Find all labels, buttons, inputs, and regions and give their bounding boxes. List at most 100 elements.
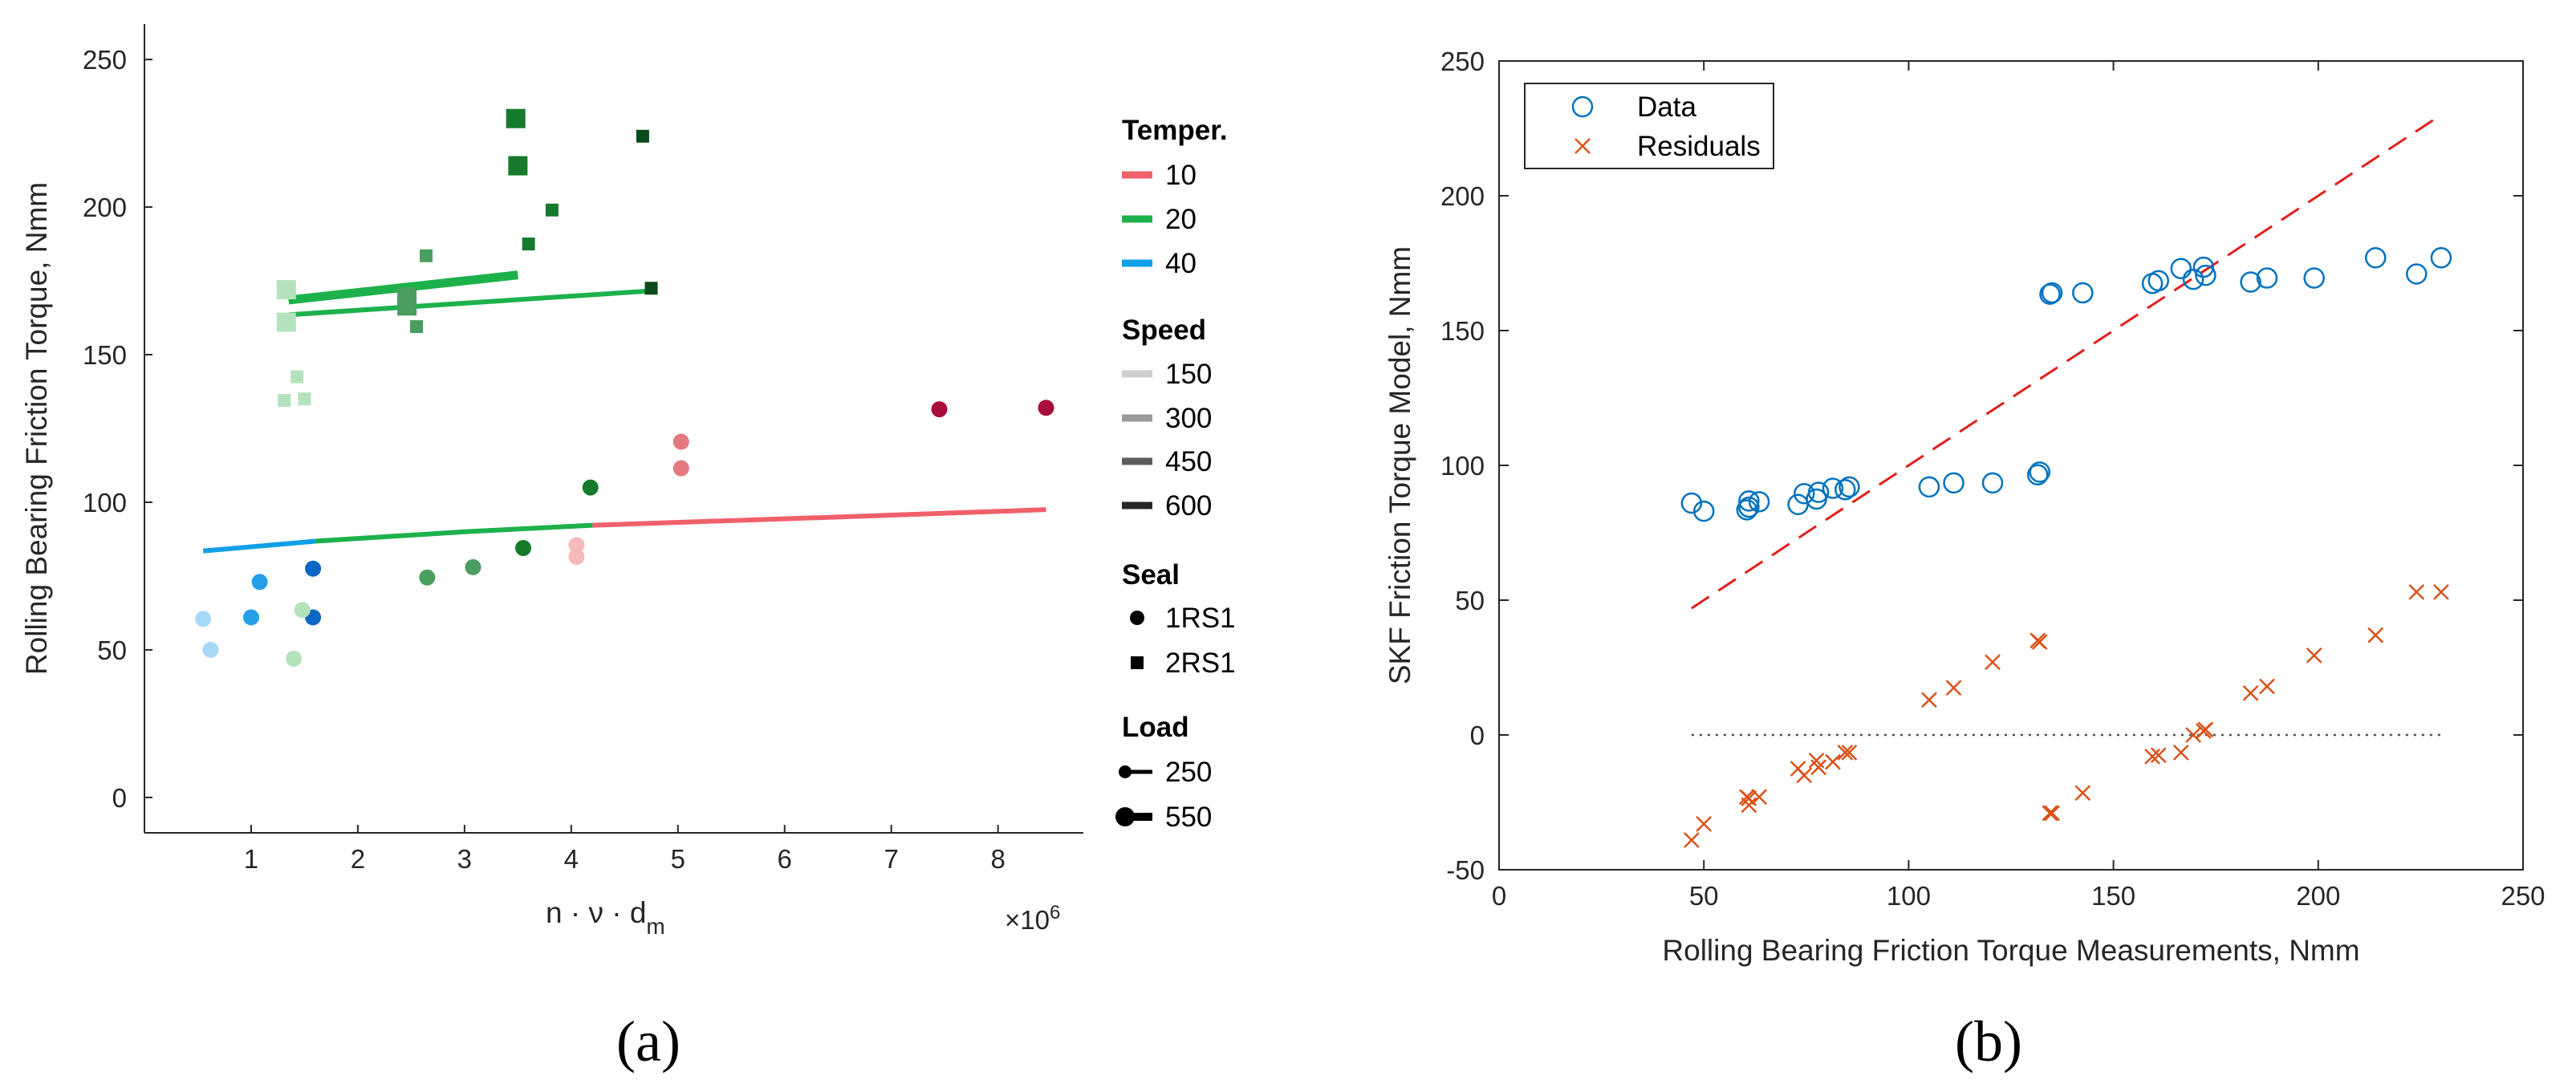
chart-a-y-tick-label: 0 bbox=[112, 783, 127, 813]
chart-b-residual-stroke bbox=[2044, 805, 2060, 822]
chart-a-point-2rs1 bbox=[636, 129, 649, 143]
chart-a-point-1rs1 bbox=[568, 537, 585, 554]
chart-b-residual-stroke bbox=[2197, 721, 2214, 738]
chart-b-y-tick-label: 100 bbox=[1440, 451, 1485, 481]
chart-b-y-tick-label: 50 bbox=[1455, 586, 1485, 615]
chart-a-point-1rs1 bbox=[286, 650, 303, 667]
legend-speed-title: Speed bbox=[1122, 315, 1206, 346]
legend-temperature-title: Temper. bbox=[1122, 115, 1228, 146]
chart-b-residual-stroke bbox=[1741, 797, 1757, 814]
legend-residuals-x-stroke bbox=[1574, 138, 1591, 154]
chart-b-axes-box bbox=[1498, 60, 2524, 871]
chart-b-residual-stroke bbox=[2074, 785, 2091, 802]
chart-a-trend-line bbox=[315, 522, 593, 544]
chart-b-residual-point bbox=[2306, 647, 2322, 664]
chart-b-residual-stroke bbox=[2306, 647, 2322, 664]
chart-b-data-point bbox=[2147, 270, 2169, 292]
chart-b-data-point bbox=[2430, 247, 2452, 269]
chart-a-x-tick-label: 4 bbox=[564, 844, 579, 874]
chart-b-x-tick-label: 50 bbox=[1689, 881, 1719, 911]
legend-temperature-item: 40 bbox=[1122, 248, 1197, 279]
chart-b-residual-stroke bbox=[1751, 789, 1767, 806]
chart-a-xlabel-main: n · ν · d bbox=[546, 896, 646, 929]
chart-a-point-2rs1 bbox=[522, 237, 535, 251]
chart-b-data-point bbox=[2029, 461, 2050, 483]
chart-b-residual-point bbox=[2031, 634, 2048, 650]
chart-a-point-1rs1 bbox=[419, 569, 436, 586]
chart-a-point-2rs1 bbox=[298, 392, 311, 406]
chart-b-x-tick-label: 250 bbox=[2501, 881, 2545, 911]
chart-b-residual-stroke bbox=[2144, 748, 2160, 765]
legend-seal-circle-marker bbox=[1130, 611, 1144, 625]
chart-a-point-2rs1 bbox=[397, 296, 417, 316]
chart-b-x-tick-label: 150 bbox=[2091, 881, 2135, 911]
chart-a-x-tick-label: 1 bbox=[244, 844, 258, 874]
chart-b-residual-point bbox=[2408, 584, 2425, 600]
chart-b-data-point bbox=[2039, 283, 2061, 305]
chart-b-residual-point bbox=[1741, 797, 1757, 814]
chart-b-data-point bbox=[1834, 478, 1856, 501]
chart-b-data-point bbox=[2303, 267, 2325, 289]
chart-b-data-point bbox=[1736, 499, 1758, 521]
chart-b-residual-point bbox=[2172, 744, 2189, 761]
chart-a-y-tick-label: 200 bbox=[83, 193, 127, 222]
chart-a-point-2rs1 bbox=[545, 203, 559, 217]
chart-b-residual-point bbox=[2044, 805, 2060, 822]
chart-a-x-exponent-base: ×10 bbox=[1005, 905, 1050, 935]
chart-a-point-2rs1 bbox=[276, 312, 296, 332]
chart-a-x-tick-label: 8 bbox=[990, 844, 1005, 874]
chart-b-residual-point bbox=[1841, 744, 1858, 761]
legend-load-item: 250 bbox=[1119, 757, 1212, 788]
chart-b-residual-stroke bbox=[2433, 584, 2449, 600]
chart-b-residual-stroke bbox=[1741, 790, 1757, 806]
chart-b-residual-stroke bbox=[2150, 747, 2167, 764]
chart-b-data-point bbox=[2026, 464, 2049, 486]
chart-b-residual-stroke bbox=[1796, 767, 1813, 784]
chart-b-data-point bbox=[2182, 268, 2204, 290]
legend-temperature-label: 10 bbox=[1165, 160, 1197, 191]
chart-b-residual-stroke bbox=[2172, 744, 2189, 761]
chart-a-point-1rs1 bbox=[582, 479, 599, 496]
legend-speed-label: 600 bbox=[1165, 490, 1212, 522]
chart-b-data-point bbox=[1943, 472, 1965, 494]
chart-b-residual-point bbox=[1796, 767, 1813, 784]
chart-b-residual-point bbox=[2433, 584, 2449, 600]
chart-b-xlabel: Rolling Bearing Friction Torque Measurem… bbox=[1662, 934, 2359, 967]
legend-speed-label: 150 bbox=[1165, 359, 1212, 390]
chart-b-data-point bbox=[2170, 258, 2192, 279]
panel-label-a: (a) bbox=[616, 1009, 681, 1074]
chart-b-ylabel: SKF Friction Torque Model, Nmm bbox=[1383, 246, 1416, 684]
chart-b-x-tick-label: 0 bbox=[1492, 881, 1506, 911]
legend-load-label: 550 bbox=[1165, 802, 1212, 833]
chart-a-point-1rs1 bbox=[672, 460, 689, 477]
legend-temperature-item: 20 bbox=[1122, 204, 1197, 235]
chart-b-legend-box bbox=[1524, 83, 1774, 169]
chart-b-residual-stroke bbox=[1696, 815, 1713, 832]
legend-temperature-label: 20 bbox=[1165, 204, 1197, 235]
chart-b-residual-stroke bbox=[2367, 627, 2384, 643]
chart-b-residual-stroke bbox=[1684, 832, 1700, 848]
chart-b-residual-stroke bbox=[1808, 753, 1825, 769]
chart-a-point-1rs1 bbox=[514, 539, 531, 556]
chart-b-residual-point bbox=[2197, 721, 2214, 738]
chart-b-residual-stroke bbox=[1841, 744, 1858, 761]
chart-b-data-point bbox=[1680, 492, 1703, 514]
legend-seal-item: 2RS1 bbox=[1131, 647, 1236, 679]
legend-load-small-marker bbox=[1119, 765, 1132, 778]
chart-a-point-2rs1 bbox=[506, 108, 526, 128]
chart-a-trend-line bbox=[288, 288, 647, 318]
chart-a-x-tick-label: 3 bbox=[457, 844, 472, 874]
legend-residuals-label: Residuals bbox=[1637, 131, 1761, 162]
chart-b-data-point bbox=[1981, 472, 2004, 494]
legend-speed-item: 300 bbox=[1122, 403, 1212, 434]
chart-a-point-1rs1 bbox=[465, 558, 481, 575]
chart-b-data-point bbox=[1738, 490, 1760, 512]
chart-b-residual-stroke bbox=[1837, 744, 1854, 761]
chart-b-residual-stroke bbox=[2185, 727, 2202, 743]
chart-a-y-tick-label: 250 bbox=[83, 45, 127, 75]
chart-a-x-tick-label: 6 bbox=[778, 844, 792, 874]
legend-load-label: 250 bbox=[1165, 757, 1212, 788]
chart-b-data-point bbox=[2256, 267, 2278, 289]
chart-b-residual-stroke bbox=[1921, 692, 1937, 708]
